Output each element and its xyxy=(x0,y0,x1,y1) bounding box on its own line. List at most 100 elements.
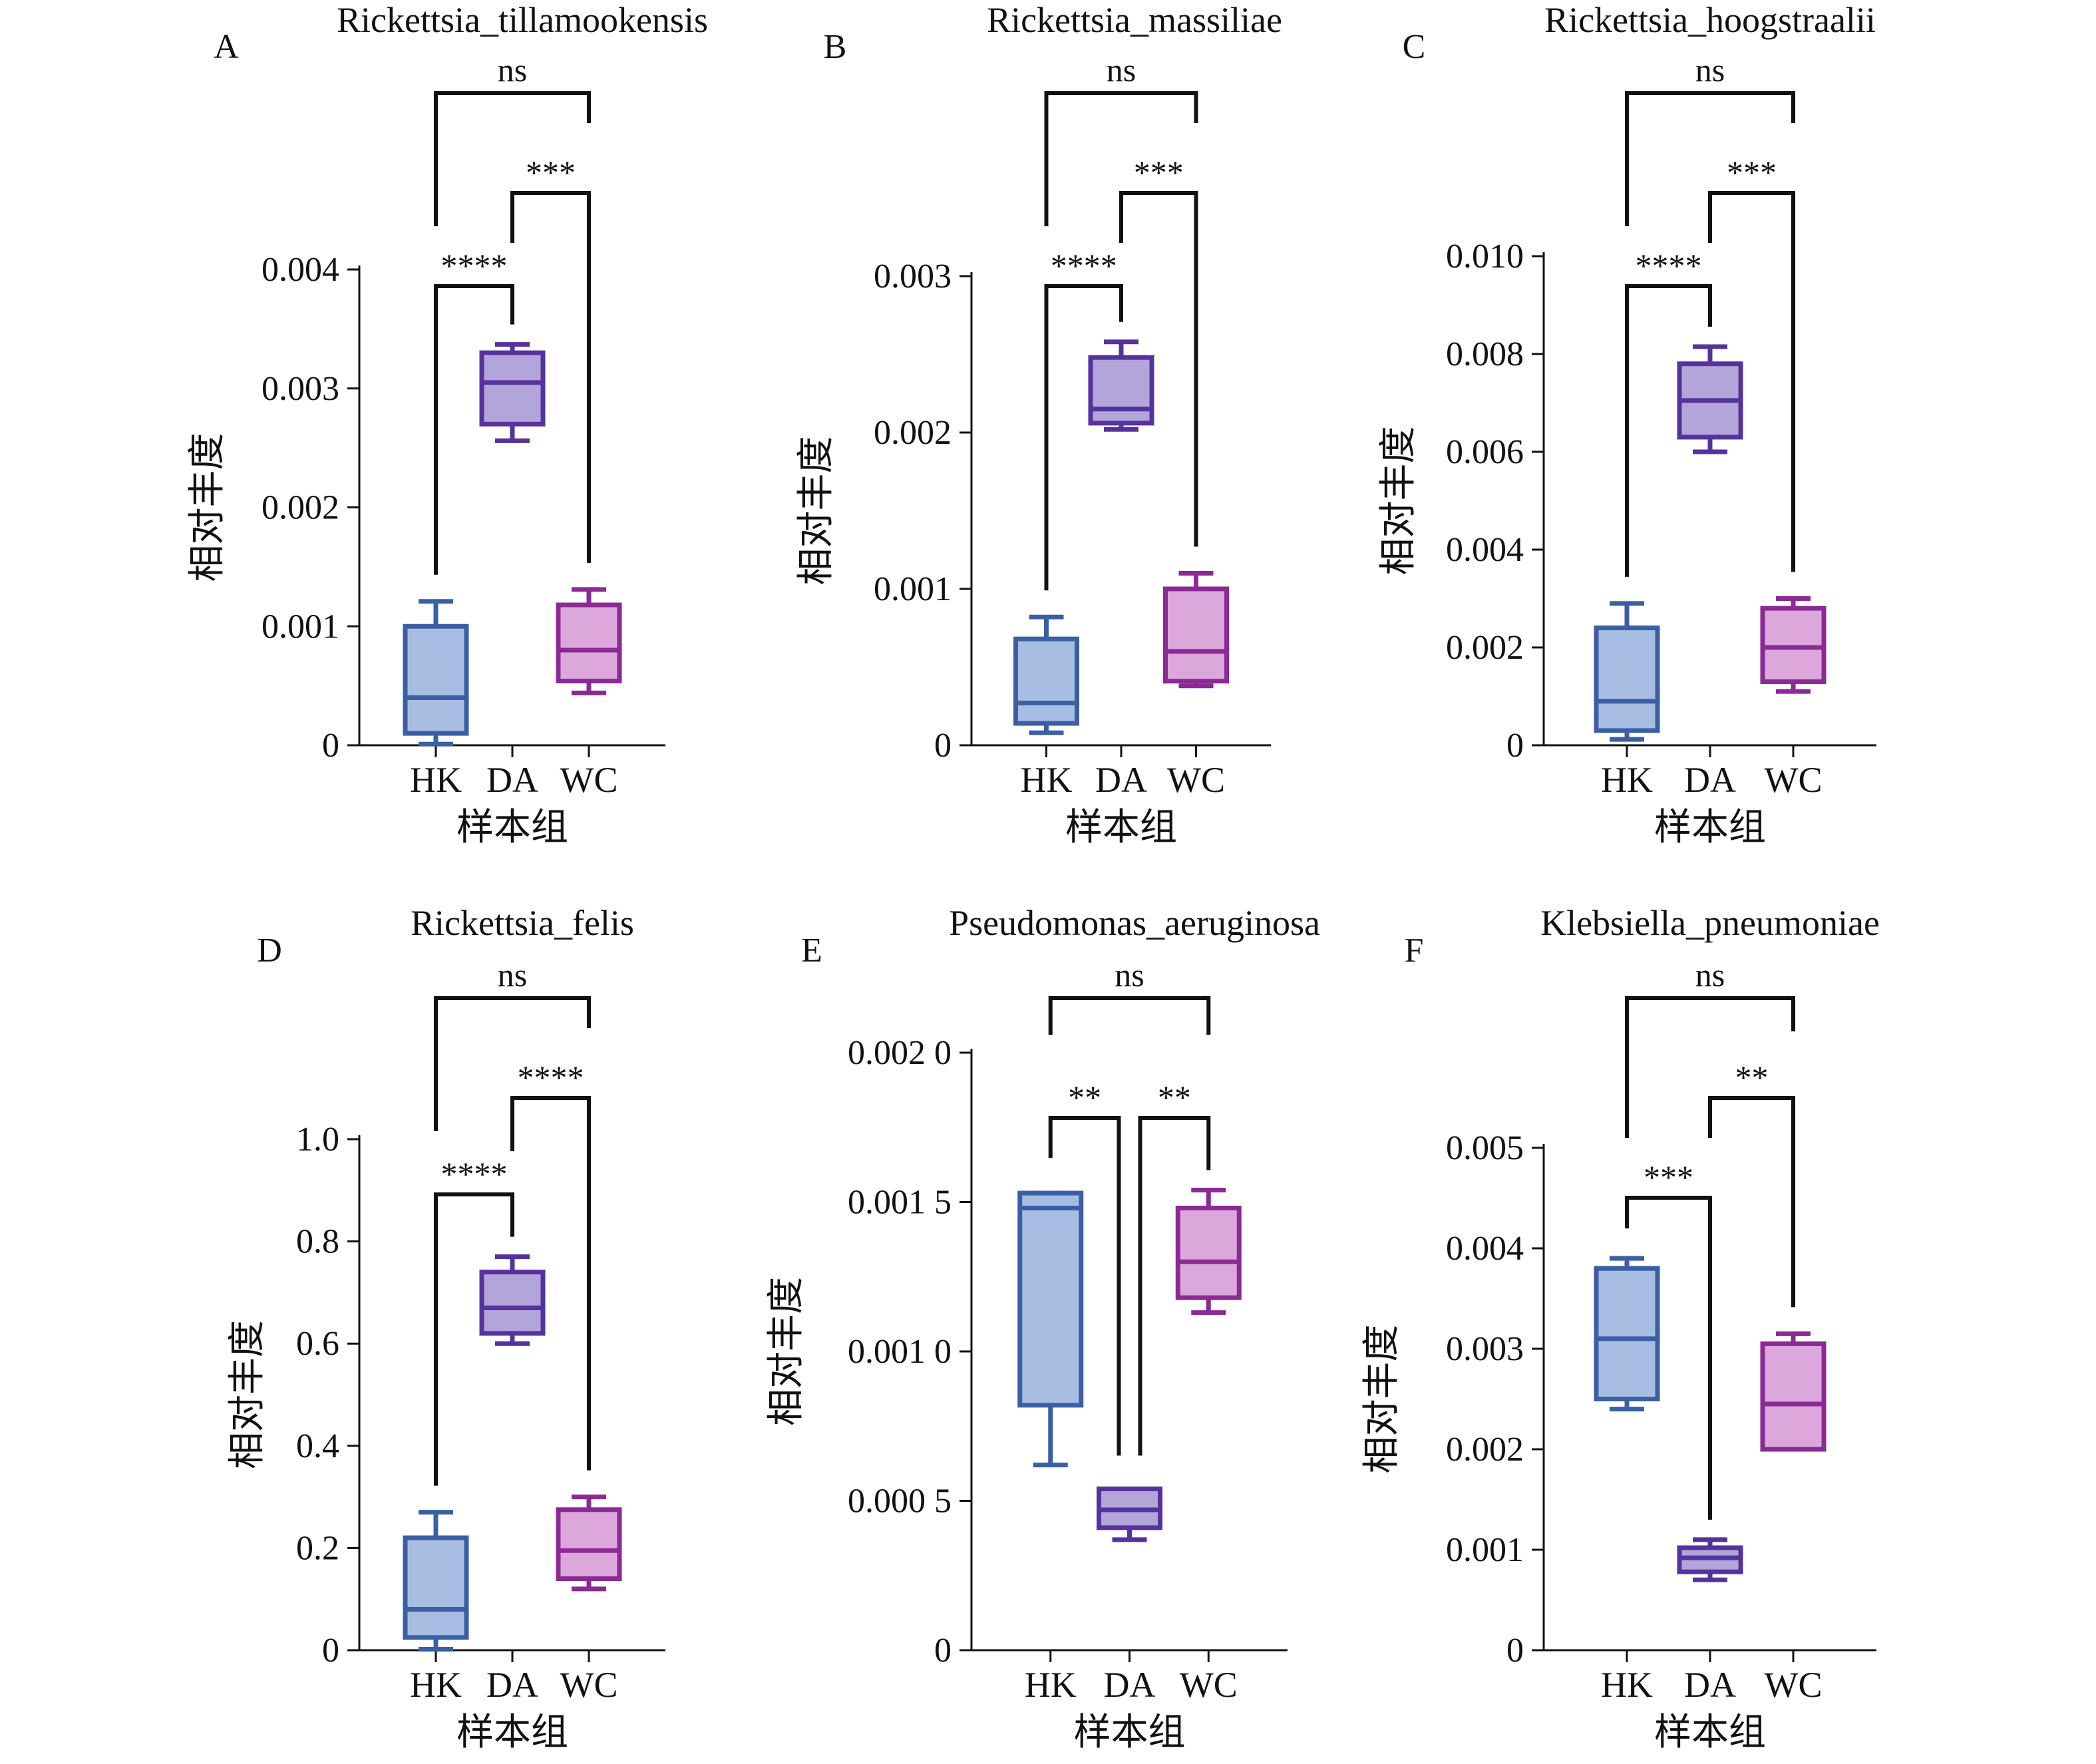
y-tick-label: 0.001 xyxy=(874,570,952,608)
bracket-hk-wc xyxy=(434,996,591,1131)
box-iqr xyxy=(479,1270,546,1336)
bracket-hk-da xyxy=(1625,284,1712,577)
bracket-hk-wc xyxy=(1048,996,1211,1035)
chart-title: Rickettsia_hoogstraalii xyxy=(1544,0,1876,40)
box-iqr xyxy=(1163,586,1229,684)
significance-label: *** xyxy=(1644,1158,1693,1196)
bracket-hk-da xyxy=(1625,1196,1712,1520)
bracket-da-wc xyxy=(1138,1116,1211,1456)
y-tick-label: 0.004 xyxy=(262,251,339,289)
x-axis-title: 样本组 xyxy=(456,1712,568,1753)
y-tick-label: 0.010 xyxy=(1446,238,1524,275)
x-tick-label: HK xyxy=(1601,1665,1653,1705)
x-tick-label: HK xyxy=(1025,1665,1077,1705)
box-da xyxy=(1677,1537,1743,1582)
bracket-hk-da xyxy=(1048,1116,1121,1456)
box-hk xyxy=(1013,614,1079,735)
significance-label: **** xyxy=(518,1059,584,1096)
y-tick-label: 0.004 xyxy=(1446,1230,1524,1268)
box-wc xyxy=(1163,571,1229,689)
y-tick-label: 0.002 xyxy=(1446,629,1524,667)
y-tick-label: 0 xyxy=(322,1632,339,1670)
x-tick-label: DA xyxy=(486,760,538,800)
box-wc xyxy=(1175,1188,1242,1316)
box-da xyxy=(1677,344,1743,454)
box-iqr xyxy=(1013,636,1079,726)
significance-label: ns xyxy=(498,51,527,88)
box-iqr xyxy=(556,1507,622,1581)
significance-label: ns xyxy=(1107,51,1136,88)
y-tick-label: 0.000 5 xyxy=(848,1483,952,1520)
x-tick-label: HK xyxy=(410,760,462,800)
box-hk xyxy=(403,1510,469,1652)
y-tick-label: 0.2 xyxy=(296,1529,339,1567)
bracket-da-wc xyxy=(1708,191,1795,572)
box-iqr xyxy=(1594,1266,1660,1401)
chart-title: Klebsiella_pneumoniae xyxy=(1540,903,1880,943)
y-tick-label: 0.004 xyxy=(1446,531,1524,569)
x-tick-label: DA xyxy=(1095,760,1147,800)
chart-panel-a: A Rickettsia_tillamookensis 0 0.001 0.002 0.0… xyxy=(187,0,708,848)
box-iqr xyxy=(556,602,622,683)
x-axis-title: 样本组 xyxy=(1074,1712,1186,1753)
box-da xyxy=(1088,339,1154,432)
y-axis-title: 相对丰度 xyxy=(227,1320,268,1469)
y-tick-label: 0.008 xyxy=(1446,335,1524,373)
y-tick-label: 0.006 xyxy=(1446,433,1524,471)
panel-letter: C xyxy=(1403,28,1426,66)
panel-letter: F xyxy=(1405,932,1424,970)
x-tick-label: WC xyxy=(1765,1665,1823,1705)
y-tick-label: 0.001 0 xyxy=(848,1333,952,1371)
x-tick-label: WC xyxy=(1167,760,1225,800)
chart-panel-c: C Rickettsia_hoogstraalii 0 0.002 0.004 0.006… xyxy=(1378,0,1876,848)
chart-title: Rickettsia_massiliae xyxy=(987,0,1282,40)
x-tick-label: HK xyxy=(1601,760,1653,800)
box-iqr xyxy=(1760,606,1827,684)
bracket-hk-wc xyxy=(1625,996,1795,1138)
x-tick-label: DA xyxy=(1684,1665,1736,1705)
box-hk xyxy=(403,599,469,747)
y-tick-label: 0.6 xyxy=(296,1325,339,1363)
x-tick-label: HK xyxy=(410,1665,462,1705)
y-tick-label: 0 xyxy=(1506,1632,1524,1670)
significance-label: ** xyxy=(1158,1079,1191,1116)
chart-panel-d: D Rickettsia_felis 0 0.2 0.4 0.6 0.8 1.0 HK DA WC 样… xyxy=(227,903,665,1753)
y-axis-title: 相对丰度 xyxy=(766,1277,807,1426)
chart-title: Rickettsia_felis xyxy=(411,903,634,943)
chart-title: Rickettsia_tillamookensis xyxy=(337,0,708,40)
y-tick-label: 0.001 xyxy=(1446,1531,1524,1569)
x-tick-label: HK xyxy=(1021,760,1073,800)
x-axis-title: 样本组 xyxy=(1654,807,1766,848)
box-iqr xyxy=(1017,1190,1084,1408)
y-tick-label: 0.003 xyxy=(262,370,339,408)
chart-panel-e: E Pseudomonas_aeruginosa 0 0.000 5 0.001 0 0.… xyxy=(766,903,1320,1753)
significance-label: **** xyxy=(441,1155,508,1192)
bracket-da-wc xyxy=(510,1096,591,1471)
y-tick-label: 1.0 xyxy=(296,1121,339,1158)
box-wc xyxy=(1760,596,1827,694)
box-wc xyxy=(1760,1331,1827,1452)
y-tick-label: 0.002 0 xyxy=(848,1034,952,1072)
significance-label: *** xyxy=(1727,154,1777,191)
bracket-hk-da xyxy=(434,1192,514,1486)
bracket-da-wc xyxy=(510,191,591,563)
box-iqr xyxy=(403,623,469,736)
y-tick-label: 0 xyxy=(1506,727,1524,765)
y-tick-label: 0 xyxy=(934,727,952,765)
y-tick-label: 0.002 xyxy=(874,414,952,452)
significance-label: ns xyxy=(1695,956,1725,993)
y-tick-label: 0.002 xyxy=(1446,1431,1524,1469)
box-da xyxy=(479,1254,546,1346)
significance-label: *** xyxy=(526,154,576,191)
significance-label: **** xyxy=(1636,247,1702,284)
y-tick-label: 0.4 xyxy=(296,1427,339,1465)
significance-label: **** xyxy=(441,247,508,284)
x-tick-label: DA xyxy=(486,1665,538,1705)
x-tick-label: DA xyxy=(1104,1665,1156,1705)
panel-letter: D xyxy=(257,932,282,970)
bracket-da-wc xyxy=(1708,1096,1795,1308)
box-hk xyxy=(1017,1190,1084,1468)
panel-letter: B xyxy=(824,28,847,66)
y-tick-label: 0.8 xyxy=(296,1223,339,1261)
bracket-hk-wc xyxy=(1625,91,1795,226)
